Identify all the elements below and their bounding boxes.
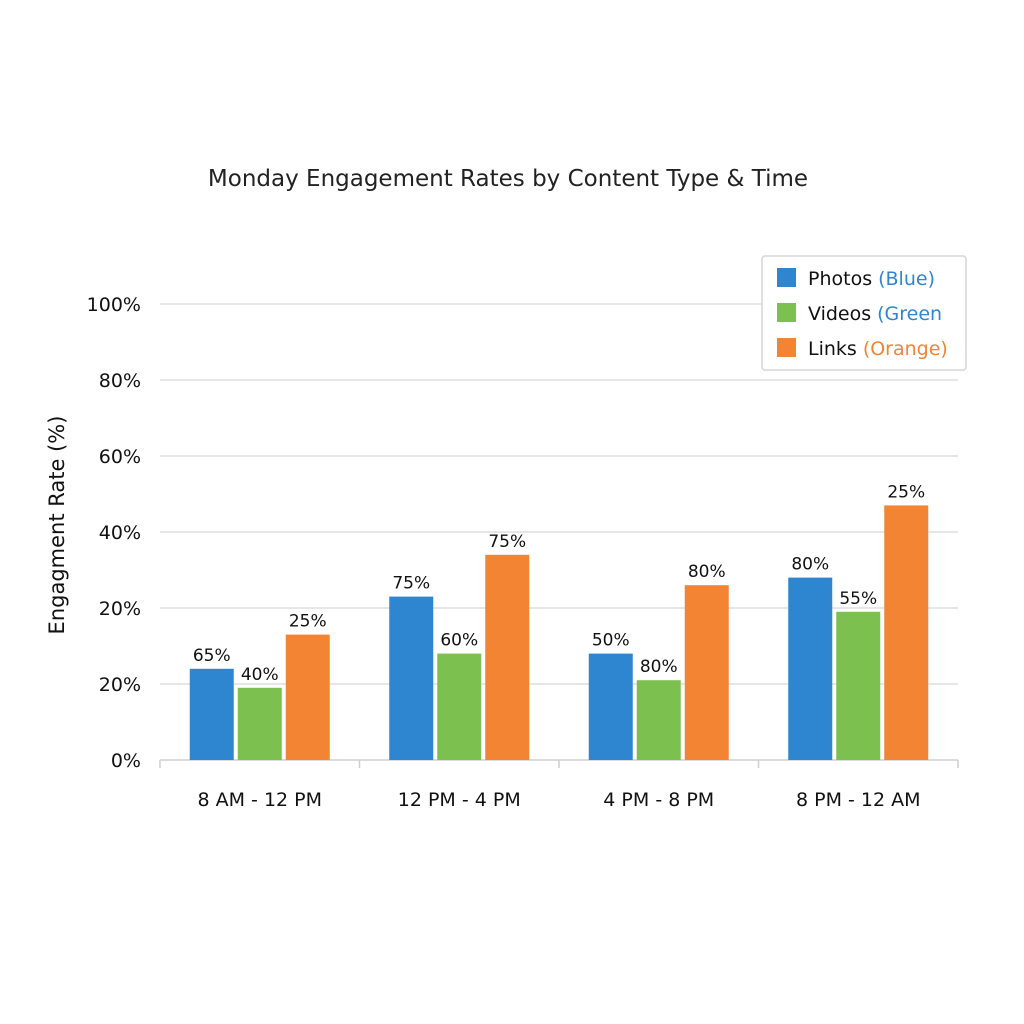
bar-photos-0 [189,668,234,760]
data-label: 50% [592,631,630,651]
bar-links-2 [684,585,729,760]
data-label: 25% [887,482,925,502]
data-label: 80% [640,657,678,677]
bar-videos-1 [437,653,482,760]
legend-label: Videos [808,303,871,325]
legend-swatch-links [777,338,796,357]
bars [189,505,929,760]
bar-videos-0 [237,687,282,760]
legend-entry-links: Links (Orange) [808,338,948,360]
legend-box [761,255,967,371]
y-axis-label: Engagment Rate (%) [45,416,69,635]
data-label: 75% [392,574,430,594]
data-label: 65% [193,646,231,666]
legend-label: Photos [808,268,872,290]
legend-color-note: (Green [877,303,942,325]
data-label: 80% [688,562,726,582]
legend-label: Links [808,338,857,360]
data-labels: 65% 75% 50% 80% 40% 60% 80% 55% 25% 75% 80% 25% [193,482,925,684]
legend-entry-photos: Photos (Blue) [808,268,935,290]
y-tick-label: 40% [99,522,141,544]
x-tick-label: 4 PM - 8 PM [603,789,714,811]
bar-videos-2 [636,680,681,760]
data-label: 60% [440,631,478,651]
chart-title: Monday Engagement Rates by Content Type … [208,166,808,192]
y-tick-label: 100% [87,294,141,316]
y-tick-label: 0% [111,750,141,772]
legend: Photos (Blue) Videos (Green Links (Orange) [761,255,967,371]
legend-swatch-videos [777,303,796,322]
bar-links-0 [285,634,330,760]
y-tick-label: 60% [99,446,141,468]
legend-swatch-photos [777,268,796,287]
legend-color-note: (Orange) [863,338,948,360]
data-label: 80% [791,555,829,575]
x-axis: 8 AM - 12 PM 12 PM - 4 PM 4 PM - 8 PM 8 PM … [159,760,959,811]
data-label: 75% [488,532,526,552]
bar-links-3 [884,505,929,760]
x-tick-label: 12 PM - 4 PM [398,789,521,811]
legend-entry-videos: Videos (Green [808,303,942,325]
y-axis-ticks: 0% 20% 20% 40% 60% 80% 100% [87,294,141,772]
bar-videos-3 [836,611,881,760]
x-tick-label: 8 PM - 12 AM [796,789,921,811]
y-tick-label: 80% [99,370,141,392]
y-tick-label: 20% [99,598,141,620]
y-tick-label: 20% [99,674,141,696]
data-label: 40% [241,665,279,685]
data-label: 55% [839,589,877,609]
bar-photos-3 [788,577,833,760]
bar-photos-2 [588,653,633,760]
x-tick-label: 8 AM - 12 PM [197,789,322,811]
bar-links-1 [485,554,530,760]
bar-photos-1 [389,596,434,760]
data-label: 25% [289,612,327,632]
legend-color-note: (Blue) [878,268,935,290]
